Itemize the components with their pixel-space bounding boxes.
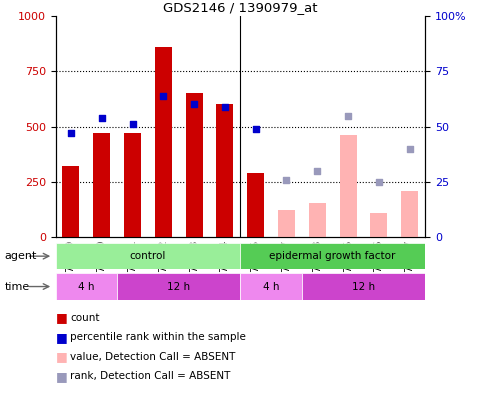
Point xyxy=(283,176,290,183)
Point xyxy=(375,179,383,185)
Bar xyxy=(62,166,79,237)
Bar xyxy=(302,273,425,300)
Text: agent: agent xyxy=(5,251,37,261)
Point xyxy=(67,130,75,136)
Bar xyxy=(247,173,264,237)
Bar xyxy=(370,213,387,237)
Text: time: time xyxy=(5,281,30,292)
Bar xyxy=(124,133,141,237)
Bar xyxy=(185,94,202,237)
Text: 12 h: 12 h xyxy=(352,281,375,292)
Bar xyxy=(278,211,295,237)
Point xyxy=(159,92,167,99)
Text: ■: ■ xyxy=(56,311,67,324)
Point xyxy=(98,115,106,121)
Text: 12 h: 12 h xyxy=(167,281,190,292)
Text: rank, Detection Call = ABSENT: rank, Detection Call = ABSENT xyxy=(70,371,230,381)
Text: ■: ■ xyxy=(56,331,67,344)
Text: 4 h: 4 h xyxy=(263,281,279,292)
Bar xyxy=(155,47,172,237)
Point xyxy=(406,145,413,152)
Bar xyxy=(241,243,425,269)
Title: GDS2146 / 1390979_at: GDS2146 / 1390979_at xyxy=(163,1,317,14)
Text: ■: ■ xyxy=(56,350,67,363)
Text: count: count xyxy=(70,313,99,323)
Bar xyxy=(117,273,241,300)
Bar xyxy=(93,133,110,237)
Point xyxy=(190,101,198,108)
Bar xyxy=(56,243,241,269)
Point xyxy=(128,121,136,128)
Text: control: control xyxy=(130,251,166,261)
Point xyxy=(221,103,229,110)
Bar xyxy=(401,191,418,237)
Text: value, Detection Call = ABSENT: value, Detection Call = ABSENT xyxy=(70,352,235,362)
Bar xyxy=(340,135,356,237)
Text: percentile rank within the sample: percentile rank within the sample xyxy=(70,333,246,342)
Point xyxy=(252,126,259,132)
Bar xyxy=(241,273,302,300)
Text: 4 h: 4 h xyxy=(78,281,95,292)
Point xyxy=(344,112,352,119)
Text: ■: ■ xyxy=(56,370,67,383)
Bar xyxy=(56,273,117,300)
Text: epidermal growth factor: epidermal growth factor xyxy=(270,251,396,261)
Point xyxy=(313,168,321,174)
Bar xyxy=(309,203,326,237)
Bar xyxy=(216,104,233,237)
